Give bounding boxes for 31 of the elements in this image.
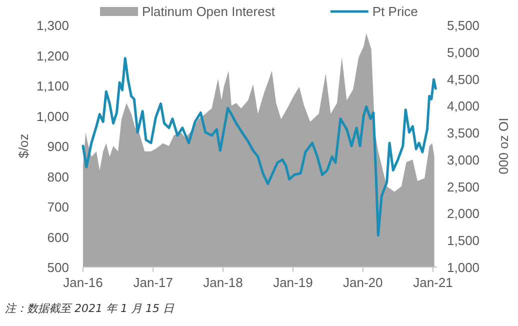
- y-tick-label: 1,300: [36, 18, 69, 33]
- y2-tick-label: 2,000: [447, 206, 480, 222]
- x-tick-label: Jan-16: [63, 275, 103, 290]
- y2-axis-title: 000 oz OI: [496, 118, 511, 174]
- legend-label: Platinum Open Interest: [142, 4, 276, 19]
- y2-tick-label: 3,500: [447, 126, 480, 141]
- y2-tick-label: 4,000: [447, 98, 480, 114]
- y2-tick-label: 2,500: [447, 179, 480, 194]
- y-tick-label: 1,200: [36, 48, 69, 64]
- y2-tick-label: 3,000: [447, 152, 480, 168]
- x-tick-label: Jan-18: [203, 275, 243, 290]
- legend-label: Pt Price: [372, 4, 418, 19]
- y-tick-label: 500: [47, 260, 69, 275]
- x-tick-label: Jan-21: [413, 275, 453, 290]
- y2-tick-label: 1,500: [447, 233, 480, 248]
- y2-tick-label: 4,500: [447, 72, 480, 87]
- y-tick-label: 1,100: [36, 78, 69, 94]
- y-tick-label: 1,000: [36, 108, 69, 124]
- line-series: [82, 57, 437, 236]
- y2-tick-label: 5,500: [447, 18, 480, 33]
- y2-tick-label: 5,000: [447, 44, 480, 60]
- y-tick-label: 600: [47, 230, 69, 245]
- y-tick-label: 800: [47, 169, 69, 184]
- x-tick-label: Jan-20: [342, 275, 383, 290]
- y-axis-title: $/oz: [16, 134, 31, 158]
- y2-tick-label: 1,000: [447, 260, 480, 275]
- text: 注：数据截至 2021 年 1 月 15 日: [5, 302, 175, 315]
- y-tick-label: 700: [47, 200, 69, 214]
- x-tick-label: Jan-19: [273, 275, 313, 290]
- y-tick-label: 900: [47, 139, 69, 154]
- x-tick-label: Jan-17: [133, 275, 173, 290]
